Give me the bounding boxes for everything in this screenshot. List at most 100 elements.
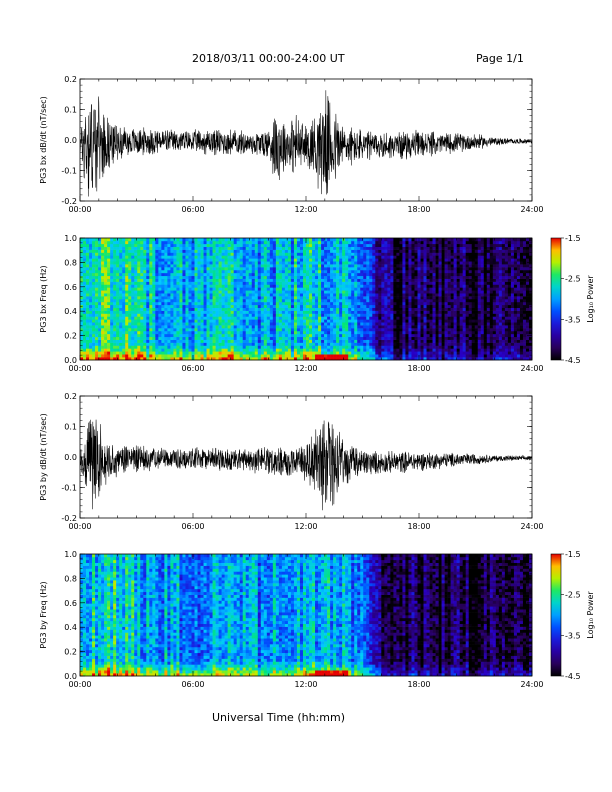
spectrogram-cell [164, 319, 168, 323]
spectrogram-cell [245, 255, 250, 259]
spectrogram-cell [266, 354, 271, 358]
spectrogram-cell [182, 278, 186, 282]
spectrogram-cell [369, 243, 373, 248]
spectrogram-cell [167, 278, 171, 282]
spectrogram-cell [104, 310, 108, 314]
spectrogram-cell [230, 325, 234, 329]
spectrogram-cell [104, 267, 108, 271]
spectrogram-cell [366, 252, 370, 256]
spectrogram-cell [318, 330, 322, 335]
spectrogram-cell [315, 275, 319, 279]
spectrogram-cell [272, 336, 277, 340]
spectrogram-cell [408, 313, 412, 317]
spectrogram-cell [158, 316, 162, 320]
spectrogram-cell [176, 299, 180, 303]
spectrogram-cell [206, 336, 210, 340]
spectrogram-cell [89, 284, 93, 288]
spectrogram-cell [426, 336, 430, 340]
spectrogram-cell [158, 301, 162, 306]
spectrogram-cell [137, 348, 141, 352]
spectrogram-cell [312, 330, 316, 335]
spectrogram-cell [80, 336, 84, 340]
spectrogram-cell [113, 345, 117, 349]
spectrogram-cell [140, 348, 144, 352]
spectrogram-cell [152, 293, 156, 297]
spectrogram-cell [209, 330, 213, 335]
spectrogram-cell [393, 240, 397, 245]
spectrogram-cell [315, 238, 319, 242]
spectrogram-cell [155, 296, 159, 300]
spectrogram-cell [113, 310, 117, 314]
spectrogram-cell [200, 354, 204, 358]
spectrogram-cell [251, 301, 256, 306]
spectrogram-cell [236, 348, 240, 352]
spectrogram-cell [197, 336, 201, 340]
spectrogram-cell [236, 310, 240, 314]
spectrogram-cell [182, 328, 186, 332]
spectrogram-cell [89, 278, 93, 282]
spectrogram-cell [230, 238, 234, 242]
spectrogram-cell [125, 325, 129, 329]
spectrogram-cell [134, 246, 138, 250]
spectrogram-cell [399, 357, 403, 361]
spectrogram-cell [393, 246, 397, 250]
spectrogram-cell [287, 246, 292, 250]
spectrogram-cell [179, 342, 183, 346]
spectrogram-cell [399, 243, 403, 248]
spectrogram-cell [366, 264, 370, 268]
spectrogram-cell [269, 357, 274, 361]
spectrogram-cell [318, 354, 322, 358]
spectrogram-cell [275, 354, 280, 358]
spectrogram-cell [312, 272, 316, 277]
spectrogram-cell [272, 296, 277, 300]
spectrogram-cell [378, 293, 382, 297]
spectrogram-cell [227, 357, 231, 361]
spectrogram-cell [140, 269, 144, 274]
spectrogram-cell [128, 336, 132, 340]
spectrogram-cell [185, 278, 189, 282]
spectrogram-cell [92, 342, 96, 346]
spectrogram-cell [116, 354, 120, 358]
spectrogram-cell [158, 290, 162, 294]
spectrogram-cell [257, 310, 262, 314]
spectrogram-cell [272, 322, 277, 326]
spectrogram-cell [281, 348, 286, 352]
spectrogram-cell [182, 301, 186, 306]
spectrogram-cell [315, 278, 319, 282]
spectrogram-cell [221, 342, 225, 346]
spectrogram-cell [125, 258, 129, 262]
spectrogram-cell [360, 264, 364, 268]
spectrogram-cell [173, 261, 177, 265]
spectrogram-cell [212, 357, 216, 361]
spectrogram-cell [414, 342, 418, 346]
spectrogram-cell [306, 287, 310, 291]
spectrogram-cell [290, 267, 295, 271]
spectrogram-cell [327, 319, 331, 323]
spectrogram-cell [426, 316, 430, 320]
spectrogram-cell [92, 272, 96, 277]
spectrogram-cell [366, 281, 370, 285]
spectrogram-cell [182, 333, 186, 338]
spectrogram-cell [420, 330, 424, 335]
spectrogram-cell [227, 339, 231, 343]
spectrogram-cell [221, 267, 225, 271]
spectrogram-cell [215, 252, 219, 256]
spectrogram-cell [399, 322, 403, 326]
spectrogram-cell [86, 238, 90, 242]
spectrogram-cell [321, 336, 325, 340]
spectrogram-cell [245, 264, 250, 268]
spectrogram-cell [290, 322, 295, 326]
spectrogram-cell [176, 304, 180, 309]
spectrogram-cell [312, 339, 316, 343]
spectrogram-cell [351, 336, 355, 340]
spectrogram-cell [281, 293, 286, 297]
spectrogram-cell [411, 301, 415, 306]
spectrogram-cell [95, 264, 99, 268]
spectrogram-cell [149, 293, 153, 297]
spectrogram-cell [342, 351, 346, 355]
spectrogram-cell [275, 316, 280, 320]
spectrogram-cell [98, 325, 102, 329]
spectrogram-cell [173, 252, 177, 256]
spectrogram-cell [375, 293, 379, 297]
spectrogram-cell [408, 287, 412, 291]
